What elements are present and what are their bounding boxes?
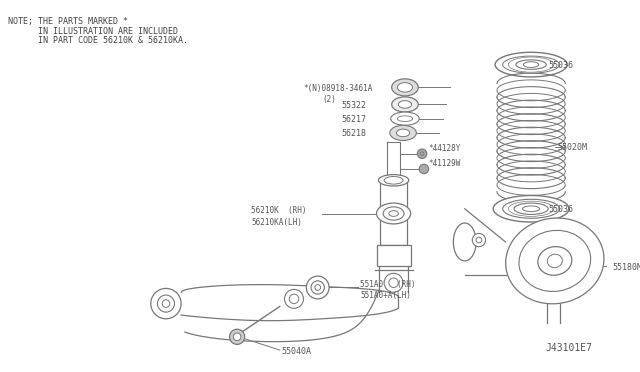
Circle shape (151, 288, 181, 319)
Ellipse shape (383, 207, 404, 220)
Circle shape (384, 273, 403, 292)
Ellipse shape (514, 203, 548, 214)
Circle shape (230, 329, 244, 344)
Circle shape (417, 149, 427, 158)
Text: 551A0   (RH): 551A0 (RH) (360, 280, 416, 289)
Text: (2): (2) (323, 95, 337, 104)
Ellipse shape (376, 203, 411, 224)
Ellipse shape (392, 79, 419, 96)
Circle shape (285, 289, 303, 308)
Text: *(N)08918-3461A: *(N)08918-3461A (303, 84, 373, 93)
Ellipse shape (392, 97, 419, 112)
Ellipse shape (502, 199, 559, 218)
Ellipse shape (547, 254, 563, 267)
Circle shape (289, 294, 299, 304)
Text: *44128Y: *44128Y (429, 144, 461, 153)
Text: NOTE; THE PARTS MARKED *: NOTE; THE PARTS MARKED * (8, 17, 127, 26)
Text: 55040A: 55040A (282, 347, 312, 356)
Ellipse shape (378, 174, 409, 186)
Text: J43101E7: J43101E7 (546, 343, 593, 353)
Text: 551A0+A(LH): 551A0+A(LH) (360, 291, 412, 300)
Ellipse shape (396, 129, 410, 137)
Ellipse shape (391, 112, 419, 125)
Text: *41129W: *41129W (429, 160, 461, 169)
Circle shape (419, 164, 429, 174)
FancyBboxPatch shape (380, 180, 407, 245)
Text: 56218: 56218 (341, 129, 367, 138)
Text: 55036: 55036 (548, 205, 573, 214)
Ellipse shape (390, 125, 417, 141)
Ellipse shape (523, 206, 540, 212)
Ellipse shape (397, 83, 413, 92)
Ellipse shape (524, 62, 539, 67)
Ellipse shape (398, 101, 412, 108)
Text: 55180M: 55180M (612, 263, 640, 272)
Ellipse shape (502, 56, 559, 73)
Text: IN ILLUSTRATION ARE INCLUDED: IN ILLUSTRATION ARE INCLUDED (8, 27, 177, 36)
Ellipse shape (493, 195, 569, 222)
Text: IN PART CODE 56210K & 56210KA.: IN PART CODE 56210K & 56210KA. (8, 36, 188, 45)
Ellipse shape (538, 247, 572, 275)
Text: 55322: 55322 (341, 101, 367, 110)
Text: 55020M: 55020M (557, 143, 588, 152)
Ellipse shape (516, 60, 547, 69)
Ellipse shape (506, 218, 604, 304)
Text: 55036: 55036 (548, 61, 573, 70)
Ellipse shape (495, 52, 567, 77)
Text: 56217: 56217 (341, 115, 367, 124)
Circle shape (311, 281, 324, 294)
Text: 56210K  (RH): 56210K (RH) (252, 206, 307, 215)
Text: 56210KA(LH): 56210KA(LH) (252, 218, 302, 227)
Circle shape (157, 295, 175, 312)
Ellipse shape (519, 230, 591, 291)
Circle shape (234, 333, 241, 341)
Circle shape (472, 233, 486, 247)
Ellipse shape (453, 223, 476, 261)
FancyBboxPatch shape (376, 245, 411, 266)
Circle shape (307, 276, 329, 299)
